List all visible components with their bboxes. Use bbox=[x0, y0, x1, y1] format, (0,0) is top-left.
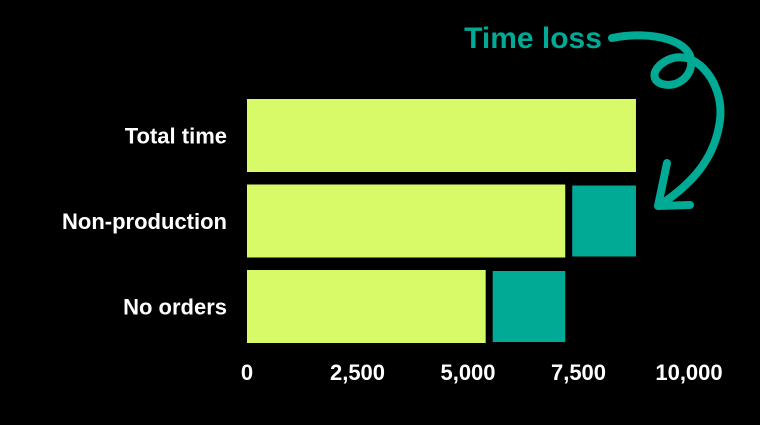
bar-segment-loss bbox=[492, 271, 566, 342]
bar-segment-base bbox=[247, 270, 486, 343]
x-tick-label: 2,500 bbox=[330, 360, 385, 385]
category-label: Non-production bbox=[62, 209, 227, 234]
annotation-label: Time loss bbox=[464, 22, 602, 55]
bar-segment-base bbox=[247, 99, 636, 172]
category-label: Total time bbox=[125, 124, 227, 149]
x-tick-label: 5,000 bbox=[440, 360, 495, 385]
x-tick-label: 0 bbox=[241, 360, 253, 385]
annotation-arrow bbox=[608, 31, 725, 209]
category-label: No orders bbox=[123, 295, 227, 320]
bar-segment-base bbox=[247, 184, 566, 258]
bar-segment-loss bbox=[572, 185, 636, 257]
x-tick-label: 7,500 bbox=[551, 360, 606, 385]
annotation-arrowhead bbox=[654, 159, 694, 210]
x-tick-label: 10,000 bbox=[655, 360, 722, 385]
